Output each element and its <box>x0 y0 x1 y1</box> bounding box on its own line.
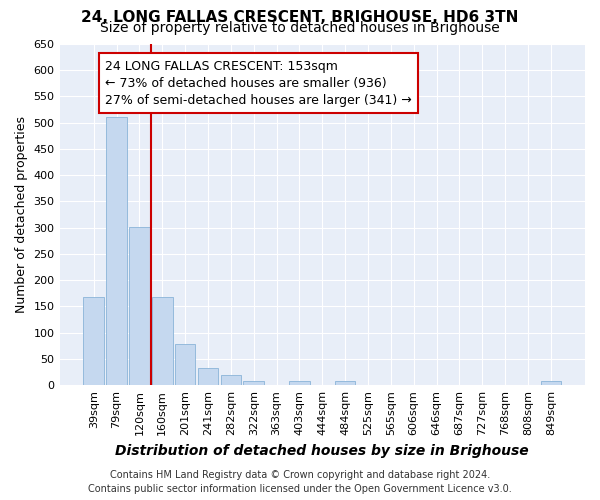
Text: Size of property relative to detached houses in Brighouse: Size of property relative to detached ho… <box>100 21 500 35</box>
Bar <box>198 368 218 385</box>
Bar <box>83 297 104 385</box>
Bar <box>289 381 310 385</box>
Text: Contains HM Land Registry data © Crown copyright and database right 2024.
Contai: Contains HM Land Registry data © Crown c… <box>88 470 512 494</box>
Bar <box>221 374 241 385</box>
Bar <box>335 381 355 385</box>
Text: 24 LONG FALLAS CRESCENT: 153sqm
← 73% of detached houses are smaller (936)
27% o: 24 LONG FALLAS CRESCENT: 153sqm ← 73% of… <box>105 60 412 106</box>
Bar <box>129 226 150 385</box>
Bar <box>106 118 127 385</box>
Bar <box>152 297 173 385</box>
Text: 24, LONG FALLAS CRESCENT, BRIGHOUSE, HD6 3TN: 24, LONG FALLAS CRESCENT, BRIGHOUSE, HD6… <box>82 10 518 25</box>
Y-axis label: Number of detached properties: Number of detached properties <box>15 116 28 313</box>
Bar <box>175 344 196 385</box>
Bar <box>541 381 561 385</box>
X-axis label: Distribution of detached houses by size in Brighouse: Distribution of detached houses by size … <box>115 444 529 458</box>
Bar <box>244 381 264 385</box>
